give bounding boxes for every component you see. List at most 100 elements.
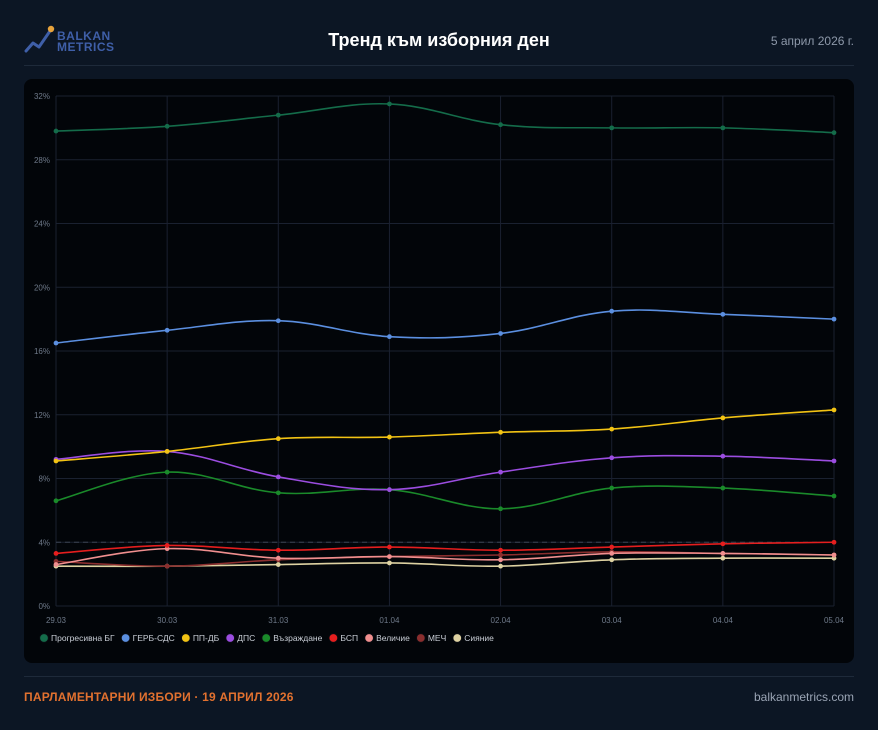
data-point [53, 562, 59, 567]
y-tick-label: 20% [34, 283, 50, 292]
data-point [609, 557, 615, 563]
data-point [609, 308, 615, 314]
data-point [720, 551, 726, 556]
legend-label: ГЕРБ-СДС [133, 633, 175, 643]
data-point [831, 130, 837, 136]
data-point [609, 125, 615, 131]
footer-divider [24, 676, 854, 677]
x-tick-label: 05.04 [824, 616, 845, 625]
logo: BALKAN METRICS [24, 24, 134, 58]
legend-label: Величие [376, 633, 410, 643]
data-point [387, 554, 392, 559]
legend-marker [328, 633, 339, 643]
legend-label: БСП [340, 633, 358, 643]
data-point [164, 327, 170, 333]
trend-chart: 0% 4% 8% 12% 16% 20% 24% 28% 32% 29.03 30.03 31.03 0… [34, 92, 845, 643]
x-tick-label: 02.04 [491, 616, 512, 625]
data-point [498, 122, 503, 128]
data-point [498, 331, 503, 336]
data-point [275, 436, 281, 442]
legend-marker [225, 633, 235, 643]
logo-line2: METRICS [57, 40, 115, 54]
data-point [720, 541, 726, 547]
logo-chart-icon [24, 25, 55, 53]
y-tick-label: 0% [38, 602, 50, 611]
data-point [275, 562, 281, 567]
x-tick-label: 29.03 [46, 616, 67, 625]
data-point [831, 493, 837, 499]
data-point [720, 125, 726, 131]
x-tick-label: 03.04 [602, 616, 623, 625]
data-point [164, 469, 170, 475]
data-point [53, 551, 59, 556]
data-point [275, 112, 281, 118]
data-point [164, 123, 170, 129]
x-tick-label: 31.03 [268, 616, 289, 625]
data-point [720, 555, 726, 561]
footer-election-label: ПАРЛАМЕНТАРНИ ИЗБОРИ · 19 АПРИЛ 2026 [24, 690, 294, 704]
series-line [55, 102, 835, 134]
data-point [609, 485, 615, 491]
data-point [609, 544, 615, 550]
series-line [55, 309, 835, 344]
legend-marker [39, 633, 49, 643]
y-tick-label: 16% [34, 347, 50, 356]
data-point [387, 334, 392, 340]
data-point [831, 316, 837, 322]
data-point [53, 498, 59, 504]
legend-marker [120, 633, 131, 643]
legend-marker [364, 633, 374, 643]
series-line [55, 547, 835, 566]
data-point [275, 555, 281, 561]
data-point [831, 407, 837, 413]
data-point [720, 415, 726, 421]
chart-panel: 0% 4% 8% 12% 16% 20% 24% 28% 32% 29.03 30.03 31.03 0… [24, 79, 854, 663]
data-point [498, 429, 503, 435]
y-tick-label: 32% [34, 92, 50, 101]
data-point [498, 547, 503, 553]
header-divider [24, 65, 854, 66]
report-date: 5 април 2026 г. [770, 34, 854, 48]
legend-label: МЕЧ [428, 633, 446, 643]
data-point [275, 318, 281, 324]
data-point [53, 458, 59, 464]
data-point [720, 311, 726, 317]
data-point [275, 547, 281, 553]
data-point [498, 469, 503, 475]
data-point [498, 563, 503, 569]
legend-label: Възраждане [273, 633, 322, 643]
legend-marker [181, 633, 191, 643]
data-point [164, 543, 170, 548]
data-point [609, 455, 615, 461]
logo-line1: BALKAN [57, 29, 111, 43]
data-point [275, 490, 281, 496]
data-point [831, 458, 837, 464]
y-tick-label: 4% [38, 538, 50, 547]
x-tick-label: 01.04 [379, 616, 400, 625]
legend-label: ПП-ДБ [193, 633, 220, 643]
data-point [275, 474, 281, 480]
series-line [55, 409, 835, 462]
legend-label: ДПС [237, 633, 255, 643]
legend-marker [452, 633, 462, 643]
logo-text: BALKAN METRICS [57, 29, 115, 54]
series-line [55, 541, 835, 555]
data-point [387, 544, 392, 550]
legend-marker [416, 633, 426, 643]
series-line [55, 471, 835, 510]
data-point [53, 340, 59, 346]
data-point [164, 449, 170, 454]
series-line [55, 450, 835, 491]
header: BALKAN METRICS Тренд към изборния ден 5 … [0, 0, 878, 66]
data-point [609, 426, 615, 432]
footer-website: balkanmetrics.com [753, 690, 854, 704]
x-tick-label: 30.03 [157, 616, 178, 625]
data-point [720, 485, 726, 491]
data-point [831, 539, 837, 545]
data-point [498, 552, 503, 558]
data-point [498, 506, 503, 512]
data-point [387, 487, 392, 493]
data-point [387, 101, 392, 107]
legend-label: Прогресивна БГ [51, 633, 115, 643]
y-tick-label: 12% [34, 411, 50, 420]
